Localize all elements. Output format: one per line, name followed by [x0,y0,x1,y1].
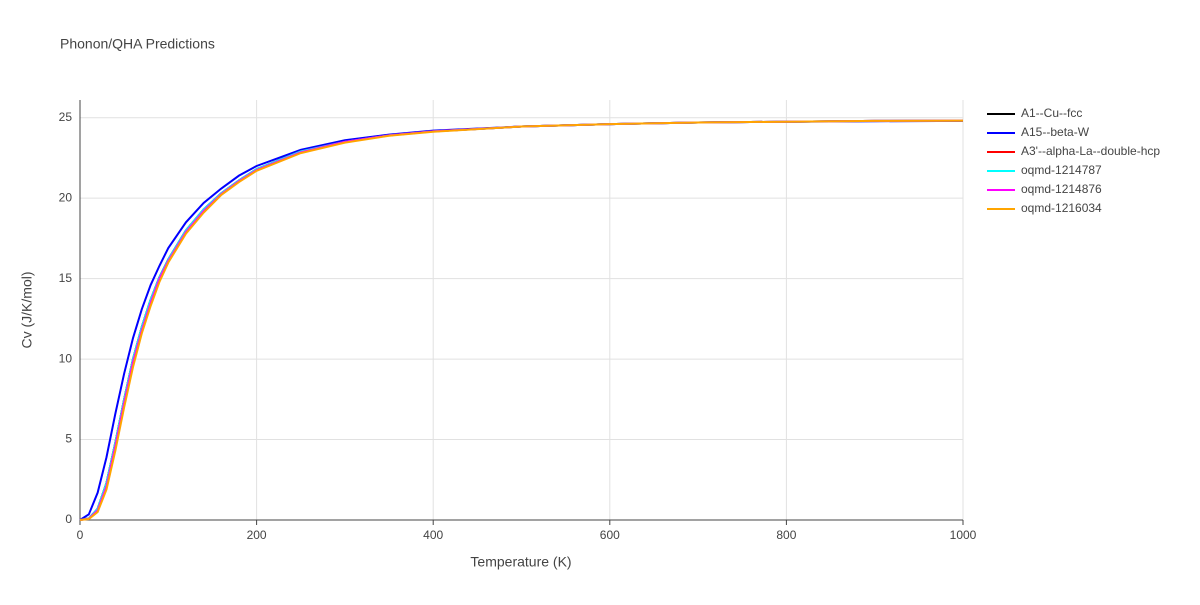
y-tick-label: 25 [59,110,73,124]
legend-label: oqmd-1214787 [1021,163,1102,177]
series-line [79,119,964,521]
y-tick-label: 0 [65,512,72,526]
x-tick-label: 800 [776,528,796,542]
x-tick-label: 1000 [950,528,977,542]
legend-label: oqmd-1214876 [1021,182,1102,196]
legend-label: A15--beta-W [1021,125,1090,139]
y-axis-title: Cv (J/K/mol) [19,272,35,349]
y-tick-label: 5 [65,432,72,446]
legend-label: oqmd-1216034 [1021,201,1102,215]
x-tick-label: 400 [423,528,443,542]
x-tick-label: 200 [247,528,267,542]
legend-label: A3'--alpha-La--double-hcp [1021,144,1160,158]
legend-label: A1--Cu--fcc [1021,106,1082,120]
y-tick-label: 20 [59,190,73,204]
series-line [79,119,964,521]
y-tick-label: 10 [59,351,73,365]
x-axis-title: Temperature (K) [470,554,571,570]
series-line [79,119,964,521]
x-tick-label: 0 [77,528,84,542]
series-line [79,119,964,521]
chart-title: Phonon/QHA Predictions [60,36,215,52]
series-line [79,119,964,521]
y-tick-label: 15 [59,271,73,285]
x-tick-label: 600 [600,528,620,542]
series-line [79,119,964,521]
